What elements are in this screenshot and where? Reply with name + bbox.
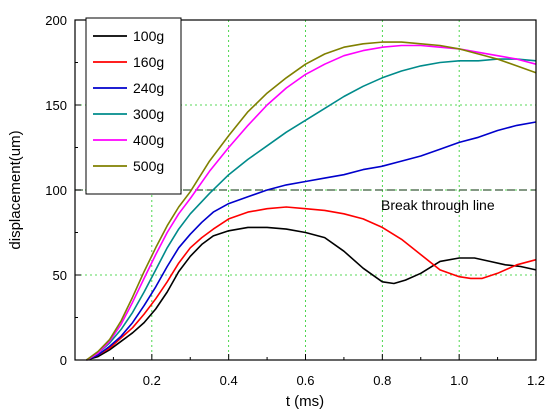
y-tick-label: 200 [45, 13, 67, 28]
series-line-100g [86, 226, 537, 361]
series-line-500g [86, 41, 537, 361]
x-tick-label: 0.6 [296, 373, 314, 388]
y-tick-label: 50 [53, 268, 67, 283]
legend-label-400g: 400g [133, 132, 164, 148]
series-line-240g [86, 121, 537, 361]
legend-label-100g: 100g [133, 28, 164, 44]
x-axis-title: t (ms) [286, 393, 324, 410]
x-tick-label: 1.2 [527, 373, 545, 388]
ticks [75, 19, 537, 361]
legend-label-500g: 500g [133, 158, 164, 174]
x-tick-label: 0.4 [220, 373, 238, 388]
series-line-400g [86, 44, 537, 361]
legend: 100g 160g 240g 300g 400g 500g [85, 17, 182, 195]
tick-labels: 0.2 0.4 0.6 0.8 1.0 1.2 0 50 100 150 200 [45, 13, 545, 388]
break-through-label: Break through line [381, 197, 495, 213]
legend-label-300g: 300g [133, 106, 164, 122]
legend-box [85, 17, 182, 195]
x-tick-label: 1.0 [450, 373, 468, 388]
y-tick-label: 0 [60, 353, 67, 368]
y-axis-title: displacement(um) [7, 130, 24, 249]
series-group [86, 41, 537, 361]
y-tick-label: 100 [45, 183, 67, 198]
series-line-160g [86, 206, 537, 361]
x-tick-label: 0.8 [373, 373, 391, 388]
y-tick-label: 150 [45, 98, 67, 113]
x-tick-label: 0.2 [143, 373, 161, 388]
legend-label-240g: 240g [133, 80, 164, 96]
series-line-300g [86, 58, 537, 361]
legend-label-160g: 160g [133, 54, 164, 70]
